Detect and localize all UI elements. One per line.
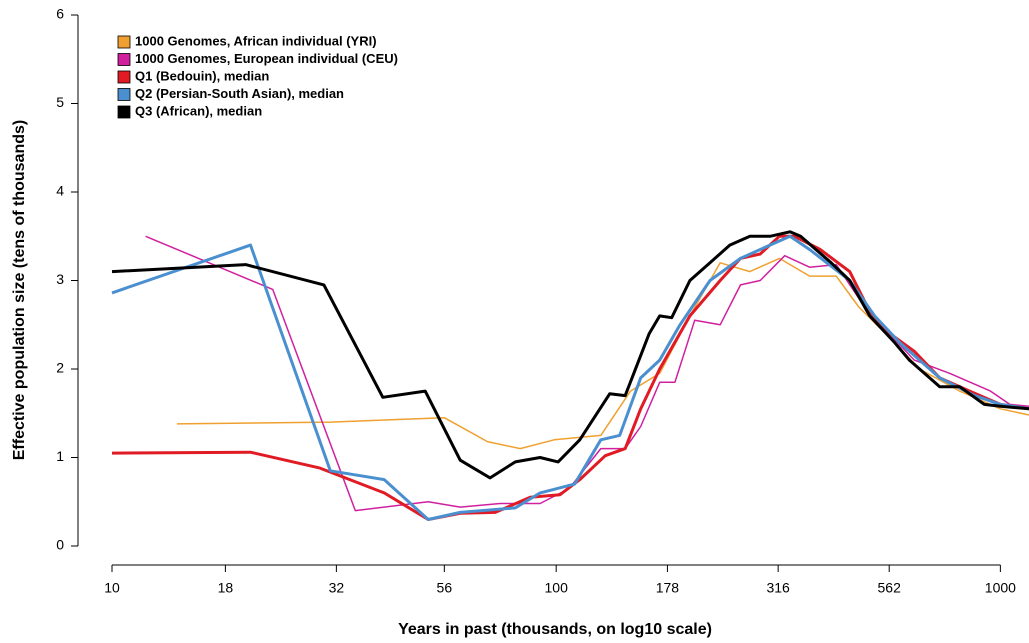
y-tick-label: 6 — [56, 6, 64, 22]
series-line — [176, 257, 1029, 450]
x-tick-label: 100 — [545, 580, 569, 596]
series-line — [111, 234, 1029, 521]
y-tick-label: 5 — [56, 94, 64, 110]
x-axis-title: Years in past (thousands, on log10 scale… — [398, 621, 712, 638]
x-tick-label: 178 — [656, 580, 680, 596]
legend-swatch — [117, 70, 131, 84]
y-tick-label: 2 — [56, 360, 64, 376]
y-tick-label: 3 — [56, 271, 64, 287]
legend-label: Q1 (Bedouin), median — [135, 68, 269, 83]
legend-swatch — [117, 53, 131, 66]
y-tick-label: 1 — [56, 448, 64, 464]
series-line — [145, 235, 1029, 512]
series-line — [111, 234, 1029, 521]
y-tick-label: 0 — [56, 537, 64, 553]
x-tick-label: 32 — [329, 580, 345, 596]
x-tick-label: 562 — [878, 580, 902, 596]
legend-swatch — [117, 105, 131, 119]
legend-label: Q3 (African), median — [135, 103, 262, 118]
x-tick-label: 1000 — [985, 580, 1016, 596]
legend-swatch — [117, 88, 131, 101]
x-tick-label: 56 — [437, 580, 453, 596]
y-tick-label: 4 — [56, 183, 64, 199]
legend-label: 1000 Genomes, European individual (CEU) — [135, 51, 398, 66]
legend-label: 1000 Genomes, African individual (YRI) — [135, 33, 377, 48]
legend-label: Q2 (Persian-South Asian), median — [135, 86, 344, 101]
legend-swatch — [117, 35, 131, 49]
x-tick-label: 316 — [766, 580, 790, 596]
series-line — [111, 230, 1029, 480]
x-tick-label: 10 — [104, 580, 120, 596]
y-axis-title: Effective population size (tens of thous… — [11, 120, 28, 460]
x-tick-label: 18 — [218, 580, 234, 596]
